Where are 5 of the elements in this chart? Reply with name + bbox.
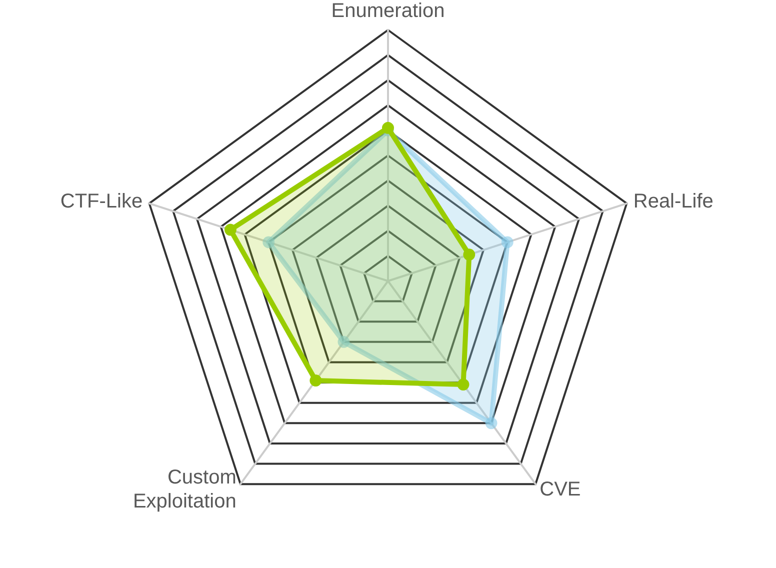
spoke-label: Custom Exploitation — [132, 466, 236, 513]
spoke-label: Real-Life — [633, 190, 714, 212]
spoke-label: CTF-Like — [60, 190, 143, 212]
spoke-label: CVE — [540, 478, 581, 501]
spoke-label: Enumeration — [331, 0, 445, 22]
